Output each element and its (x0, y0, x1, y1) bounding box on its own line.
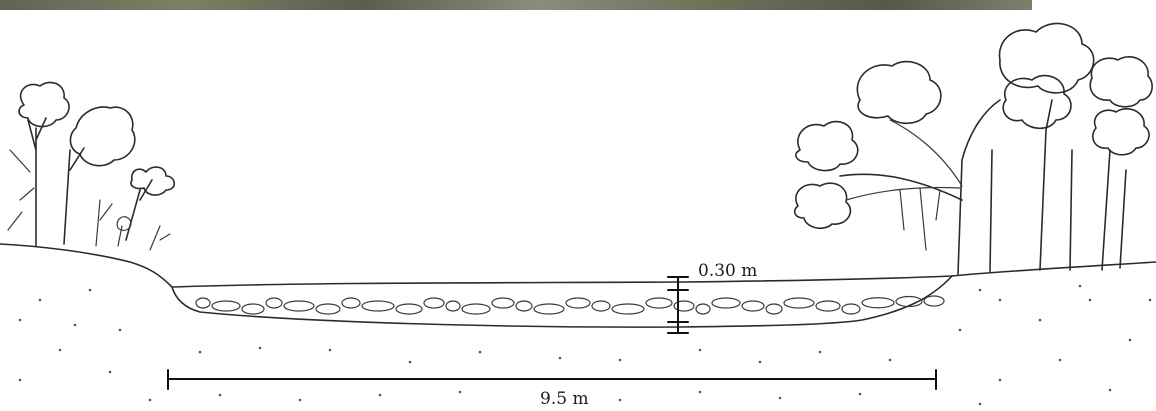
stipple-dot (698, 390, 702, 394)
channel-width-dimension (167, 369, 937, 390)
photo-strip-top (0, 0, 1032, 10)
stipple-dot (478, 350, 482, 354)
cobble (445, 300, 461, 312)
cobble (361, 300, 395, 312)
stipple-dot (698, 348, 702, 352)
cobble (765, 303, 783, 315)
stipple-dot (408, 360, 412, 364)
cobble (645, 297, 673, 309)
right-vegetation (793, 22, 1153, 275)
cobble (861, 297, 895, 309)
cobble (341, 297, 361, 309)
stipple-dot (88, 288, 92, 292)
stipple-dot (18, 378, 22, 382)
stipple-dot (998, 298, 1002, 302)
stipple-dot (978, 402, 982, 406)
stipple-dot (1108, 388, 1112, 392)
stipple-dot (1058, 358, 1062, 362)
cobble-stones (195, 295, 945, 315)
cobble (895, 295, 923, 308)
cobble (673, 300, 695, 312)
stipple-dot (618, 358, 622, 362)
cobble (695, 303, 711, 315)
cobble (195, 297, 211, 309)
cobble (711, 297, 741, 309)
cobble (491, 297, 515, 309)
stipple-dot (978, 288, 982, 292)
cobble (591, 300, 611, 312)
cobble (533, 303, 565, 315)
cobble (841, 303, 861, 315)
channel-width-label: 9.5 m (540, 389, 589, 409)
cobble (565, 297, 591, 309)
sediment-depth-label: 0.30 m (698, 261, 757, 281)
cobble (211, 300, 241, 312)
stipple-dot (818, 350, 822, 354)
stipple-dot (378, 393, 382, 397)
stipple-dot (328, 348, 332, 352)
cobble (783, 297, 815, 309)
stipple-dot (198, 350, 202, 354)
stipple-dot (558, 356, 562, 360)
sediment-depth-marker (667, 276, 689, 334)
ground-profile (0, 243, 1156, 288)
stipple-dot (73, 323, 77, 327)
cobble (315, 303, 341, 315)
stipple-dot (1078, 284, 1082, 288)
stipple-dot (118, 328, 122, 332)
stipple-dot (58, 348, 62, 352)
cobble (283, 300, 315, 312)
stipple-dot (1128, 338, 1132, 342)
stipple-dot (38, 298, 42, 302)
channel-bed (171, 275, 953, 328)
stipple-dot (458, 390, 462, 394)
ground-stipple (18, 284, 1152, 406)
stipple-dot (18, 318, 22, 322)
cobble (241, 303, 265, 315)
cobble (923, 295, 945, 307)
stipple-dot (298, 398, 302, 402)
stipple-dot (858, 392, 862, 396)
stipple-dot (1038, 318, 1042, 322)
stipple-dot (148, 398, 152, 402)
left-vegetation (7, 81, 176, 251)
cobble (423, 297, 445, 309)
stipple-dot (778, 396, 782, 400)
cobble (461, 303, 491, 315)
cobble (815, 300, 841, 312)
cobble (265, 297, 283, 309)
stipple-dot (1148, 298, 1152, 302)
cobble (395, 303, 423, 315)
stipple-dot (218, 393, 222, 397)
stipple-dot (758, 360, 762, 364)
cobble (515, 300, 533, 312)
cobble (611, 303, 645, 315)
stipple-dot (618, 398, 622, 402)
stipple-dot (998, 378, 1002, 382)
stipple-dot (958, 328, 962, 332)
stipple-dot (258, 346, 262, 350)
stipple-dot (888, 358, 892, 362)
cobble (741, 300, 765, 312)
stipple-dot (1088, 298, 1092, 302)
stipple-dot (108, 370, 112, 374)
